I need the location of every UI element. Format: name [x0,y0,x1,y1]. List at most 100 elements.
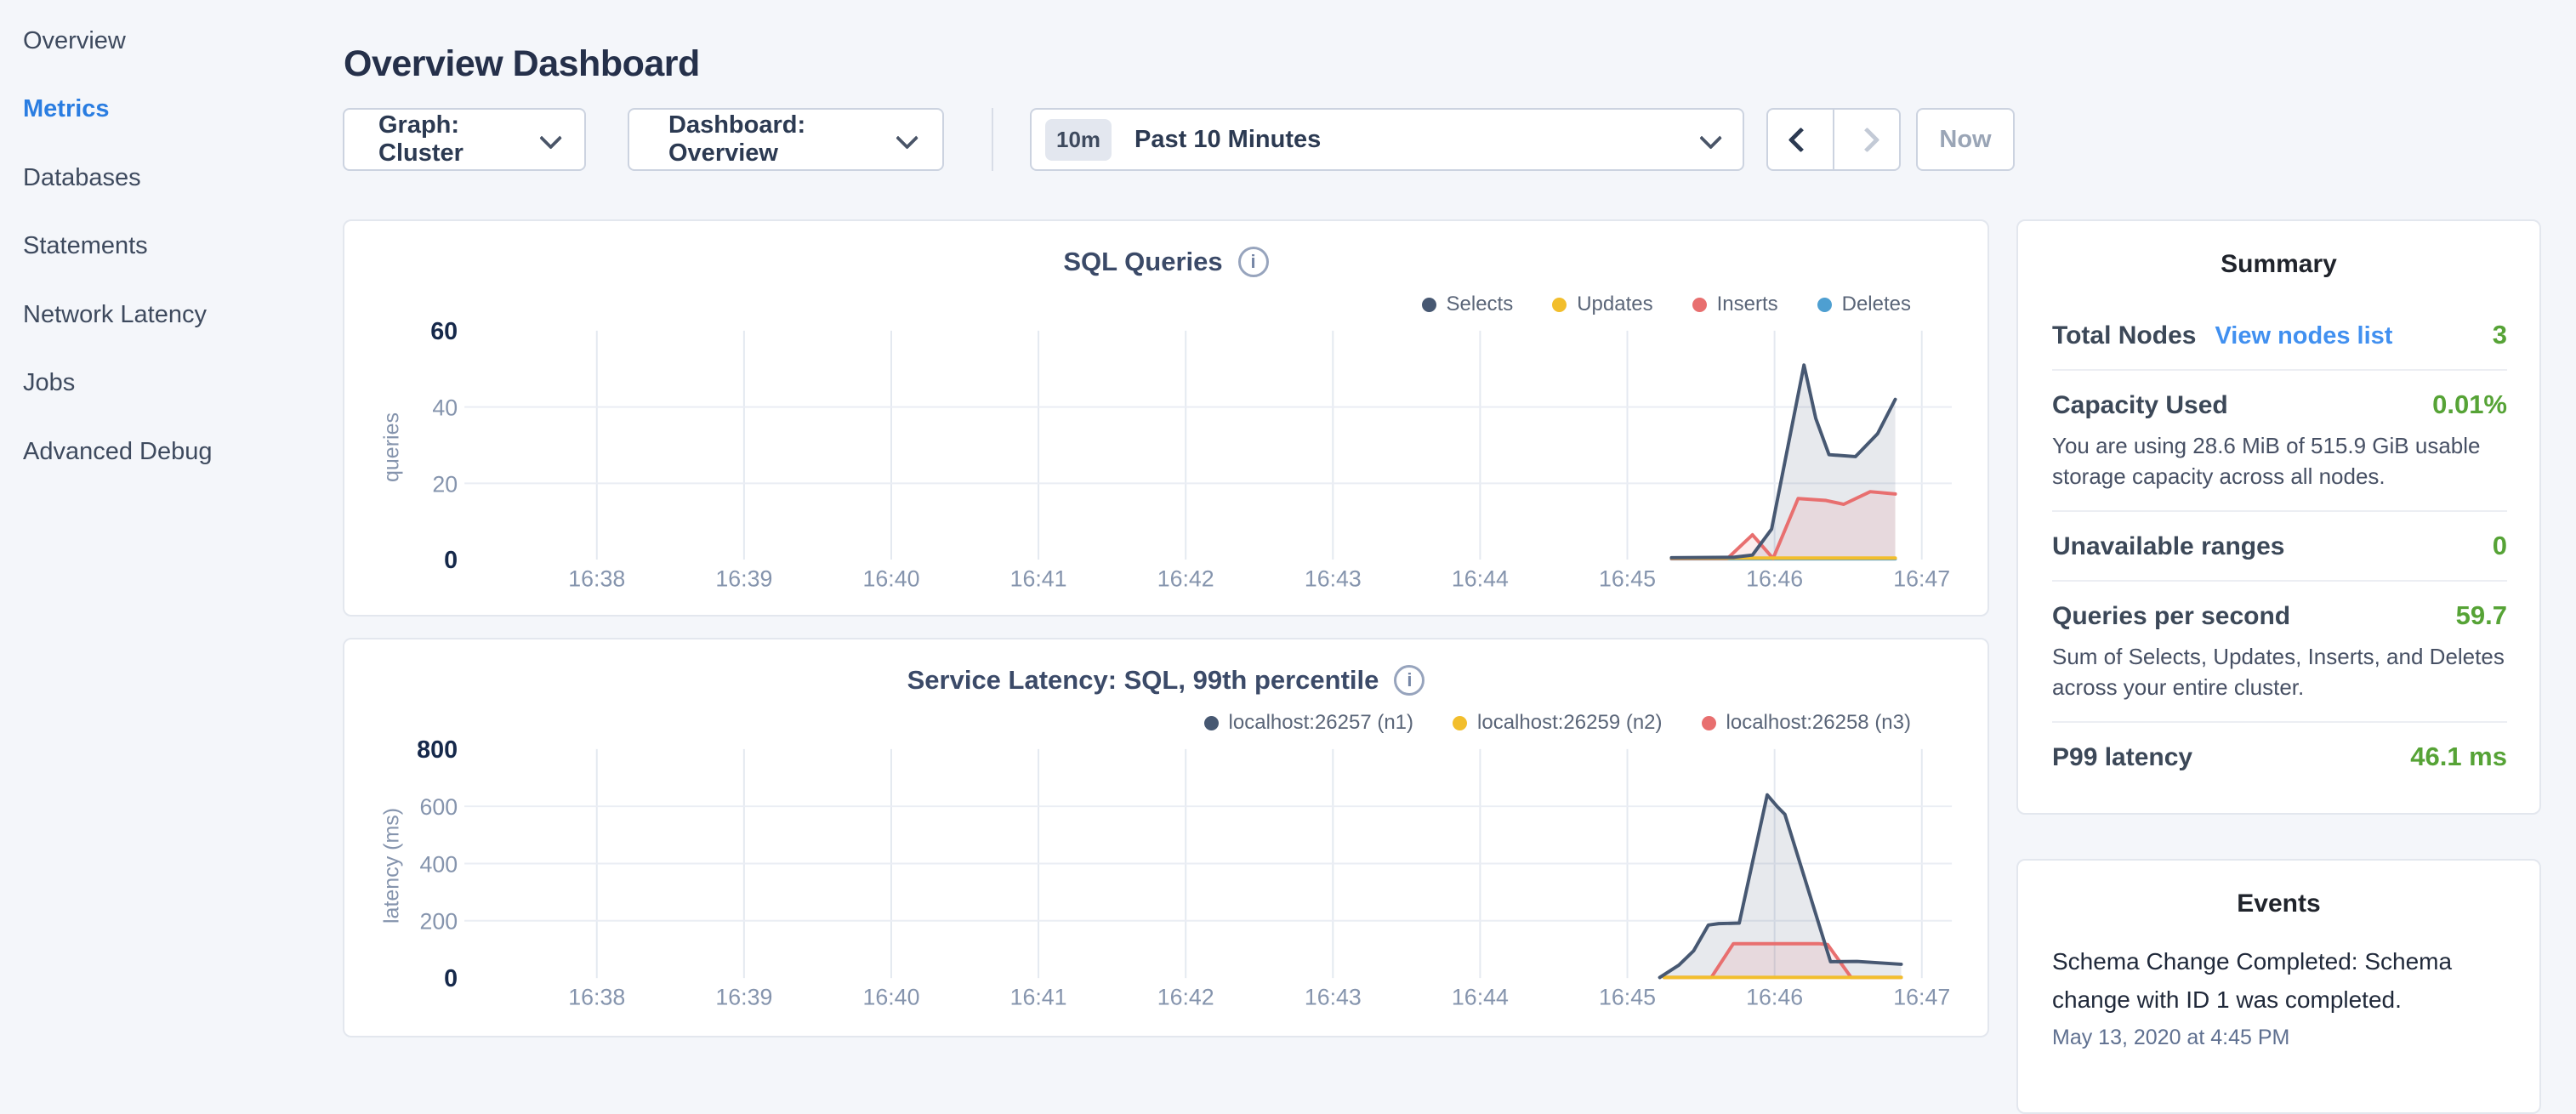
chart-plot[interactable]: 16:38 16:39 16:40 16:41 16:42 16:43 16:44 16:45… [344,639,1987,1036]
summary-metric-value: 59.7 [2455,600,2507,630]
legend-label: localhost:26259 (n2) [1477,711,1663,734]
x-tick-label: 16:46 [1746,566,1803,591]
sidebar-item-metrics[interactable]: Metrics [23,95,110,123]
summary-metric-value: 0 [2492,531,2507,560]
y-tick-label: 800 [417,736,458,764]
sidebar-item-advanced-debug[interactable]: Advanced Debug [23,437,213,465]
dashboard-dropdown[interactable]: Dashboard: Overview [628,108,944,171]
graph-dropdown[interactable]: Graph: Cluster [343,108,586,171]
legend-label: localhost:26257 (n1) [1228,711,1414,734]
x-tick-label: 16:42 [1157,984,1214,1009]
time-back-button[interactable] [1768,110,1833,169]
legend-dot-icon [1552,297,1567,312]
sidebar-item-overview[interactable]: Overview [23,26,126,54]
now-button[interactable]: Now [1916,108,2015,171]
legend-dot-icon [1701,715,1716,730]
chart-legend: Selects Updates Inserts Deletes [1421,293,1911,316]
sidebar-item-jobs[interactable]: Jobs [23,369,76,397]
events-panel: Events Schema Change Completed: Schema c… [2016,859,2541,1114]
graph-dropdown-label: Graph: Cluster [378,111,463,167]
info-icon[interactable]: i [1394,665,1425,696]
legend-item-localhost-26258-n3[interactable]: localhost:26258 (n3) [1701,711,1911,735]
y-tick-label: 60 [430,318,458,345]
x-tick-label: 16:47 [1893,984,1950,1009]
x-tick-label: 16:43 [1305,566,1362,591]
legend-item-selects[interactable]: Selects [1421,293,1513,316]
legend-item-localhost-26259-n2[interactable]: localhost:26259 (n2) [1453,711,1663,735]
chart-title: SQL Queries i [344,247,1987,277]
time-window-badge: 10m [1045,118,1112,161]
page-title: Overview Dashboard [344,43,700,84]
legend-label: localhost:26258 (n3) [1726,711,1911,734]
summary-row-queries-per-second: Queries per second 59.7 Sum of Selects, Up… [2052,582,2507,723]
event-text: Schema Change Completed: Schema change w… [2052,948,2453,1013]
summary-metric-title: Unavailable ranges [2052,532,2285,560]
chart-legend: localhost:26257 (n1) localhost:26259 (n2)… [1203,711,1911,735]
sidebar-item-network-latency[interactable]: Network Latency [23,300,207,328]
series-localhost-26258-n3-area [1663,943,1902,979]
legend-label: Updates [1577,293,1653,315]
legend-item-deletes[interactable]: Deletes [1817,293,1911,316]
y-tick-label: 600 [419,794,458,820]
legend-item-localhost-26257-n1[interactable]: localhost:26257 (n1) [1203,711,1414,735]
legend-label: Inserts [1716,293,1778,315]
y-tick-label: 40 [432,395,458,421]
legend-label: Deletes [1841,293,1911,315]
summary-metric-title: Queries per second [2052,602,2291,630]
legend-dot-icon [1453,715,1468,730]
summary-metric-value: 0.01% [2432,389,2507,419]
summary-row-head: P99 latency 46.1 ms [2052,742,2507,772]
summary-title: Summary [2221,250,2337,278]
summary-row-unavailable-ranges: Unavailable ranges 0 [2052,512,2507,582]
series-localhost-26257-n1-line [1658,793,1903,980]
summary-metric-description: Sum of Selects, Updates, Inserts, and De… [2052,644,2505,700]
summary-metric-value: 46.1 ms [2410,742,2507,771]
event-timestamp: May 13, 2020 at 4:45 PM [2052,1026,2290,1049]
x-tick-label: 16:47 [1893,566,1950,591]
x-tick-label: 16:44 [1452,566,1509,591]
x-tick-label: 16:46 [1746,984,1803,1009]
summary-row-head: Queries per second 59.7 [2052,600,2507,631]
info-icon[interactable]: i [1237,247,1269,277]
view-nodes-list-link[interactable]: View nodes list [2215,322,2393,350]
summary-metric-title: P99 latency [2052,743,2193,771]
y-tick-label: 200 [419,909,458,935]
legend-dot-icon [1817,297,1832,312]
time-step-buttons [1766,108,1901,171]
x-tick-label: 16:45 [1599,984,1656,1009]
series-inserts-area [1671,492,1896,560]
sidebar-item-statements[interactable]: Statements [23,232,148,260]
summary-metric-description: You are using 28.6 MiB of 515.9 GiB usab… [2052,433,2481,489]
x-tick-label: 16:42 [1157,566,1214,591]
summary-panel: Summary Total Nodes View nodes list 3 Capac… [2016,219,2541,815]
event-item: Schema Change Completed: Schema change w… [2052,942,2505,1050]
summary-row-head: Unavailable ranges 0 [2052,531,2507,561]
summary-rows: Total Nodes View nodes list 3 Capacity Used… [2018,301,2539,791]
chart-title-text: Service Latency: SQL, 99th percentile [907,665,1379,695]
y-tick-label: 20 [432,471,458,497]
legend-item-updates[interactable]: Updates [1552,293,1653,316]
time-window-label: Past 10 Minutes [1134,125,1322,153]
summary-metric-title: Total Nodes [2052,321,2197,350]
now-button-label: Now [1939,125,1992,153]
time-window-dropdown[interactable]: 10m Past 10 Minutes [1030,108,1744,171]
x-tick-label: 16:39 [715,984,772,1009]
controls-divider [992,108,993,171]
time-forward-button[interactable] [1833,110,1899,169]
sidebar-item-databases[interactable]: Databases [23,163,141,191]
chart-plot[interactable]: 16:38 16:39 16:40 16:41 16:42 16:43 16:44 16:45… [344,221,1987,615]
x-tick-label: 16:41 [1010,566,1067,591]
x-tick-label: 16:41 [1010,984,1067,1009]
series-selects-area [1671,365,1896,560]
legend-dot-icon [1692,297,1707,312]
chevron-down-icon [539,126,563,150]
y-tick-label: 400 [419,851,458,877]
summary-row-p99-latency: P99 latency 46.1 ms [2052,723,2507,791]
summary-row-capacity-used: Capacity Used 0.01% You are using 28.6 MiB… [2052,371,2507,512]
x-tick-label: 16:44 [1452,984,1509,1009]
series-selects-line [1669,363,1897,560]
summary-row-head: Capacity Used 0.01% [2052,389,2507,420]
chart-title: Service Latency: SQL, 99th percentile i [344,665,1987,696]
chevron-down-icon [896,126,919,150]
legend-item-inserts[interactable]: Inserts [1692,293,1778,316]
